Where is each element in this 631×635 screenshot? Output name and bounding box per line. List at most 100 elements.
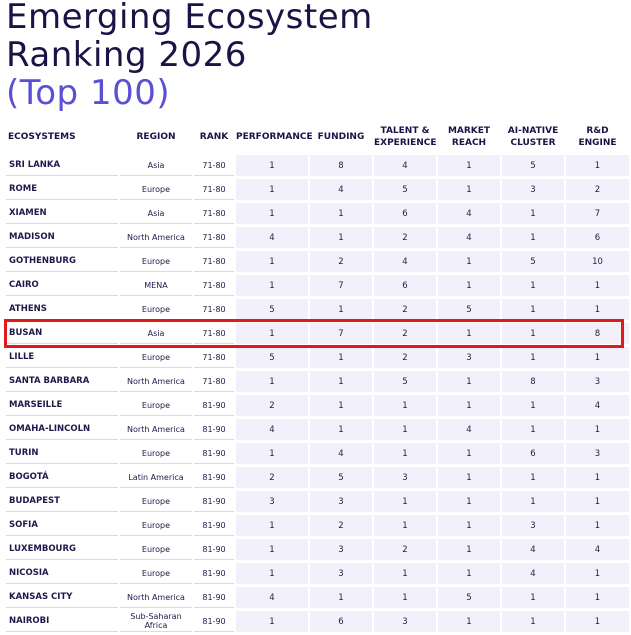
ai-native-score: 1 [502,203,564,224]
market-score: 1 [438,443,500,464]
performance-score: 1 [236,539,308,560]
col-performance: PERFORMANCE [236,132,313,142]
ecosystem-name: MADISON [6,227,118,248]
rd-engine-score: 3 [566,443,629,464]
talent-score: 2 [374,299,436,320]
region-cell: North America [120,587,192,608]
region-cell: Europe [120,347,192,368]
table-row: OMAHA-LINCOLN North America 81-90 4 1 1 4 1 1 [6,419,629,440]
region-cell: Sub-Saharan Africa [120,611,192,632]
col-talent: TALENT & EXPERIENCE [374,122,437,152]
ranking-table: ECOSYSTEMS REGION RANK PERFORMANCE FUNDI… [4,119,631,635]
region-cell: North America [120,371,192,392]
rank-cell: 81-90 [194,563,234,584]
region-cell: Europe [120,563,192,584]
ecosystem-name: LILLE [6,347,118,368]
rank-cell: 81-90 [194,419,234,440]
talent-score: 3 [374,611,436,632]
region-cell: Asia [120,203,192,224]
region-cell: Europe [120,515,192,536]
talent-score: 1 [374,395,436,416]
ai-native-score: 1 [502,227,564,248]
performance-score: 1 [236,515,308,536]
market-score: 1 [438,323,500,344]
performance-score: 2 [236,467,308,488]
ecosystem-name: SANTA BARBARA [6,371,118,392]
rank-cell: 71-80 [194,203,234,224]
region-cell: Europe [120,299,192,320]
ai-native-score: 1 [502,347,564,368]
performance-score: 1 [236,443,308,464]
table-row: GOTHENBURG Europe 71-80 1 2 4 1 5 10 [6,251,629,272]
ecosystem-name: BOGOTÁ [6,467,118,488]
rd-engine-score: 8 [566,323,629,344]
rank-cell: 81-90 [194,467,234,488]
rd-engine-score: 1 [566,587,629,608]
ai-native-score: 1 [502,275,564,296]
talent-score: 4 [374,155,436,176]
performance-score: 1 [236,251,308,272]
table-row: XIAMEN Asia 71-80 1 1 6 4 1 7 [6,203,629,224]
performance-score: 3 [236,491,308,512]
ai-native-score: 1 [502,587,564,608]
talent-score: 1 [374,491,436,512]
rd-engine-score: 1 [566,419,629,440]
rd-engine-score: 3 [566,371,629,392]
talent-score: 5 [374,371,436,392]
talent-score: 2 [374,539,436,560]
ai-native-score: 1 [502,611,564,632]
ai-native-score: 5 [502,251,564,272]
funding-score: 7 [310,323,372,344]
market-score: 1 [438,371,500,392]
ai-native-score: 8 [502,371,564,392]
region-cell: Europe [120,395,192,416]
rank-cell: 81-90 [194,611,234,632]
market-score: 1 [438,467,500,488]
table-row: NAIROBI Sub-Saharan Africa 81-90 1 6 3 1 1 1 [6,611,629,632]
rd-engine-score: 1 [566,491,629,512]
rank-cell: 81-90 [194,395,234,416]
col-market-line-2: REACH [451,138,487,148]
talent-score: 2 [374,323,436,344]
talent-score: 5 [374,179,436,200]
table-row: BUSAN Asia 71-80 1 7 2 1 1 8 [6,323,629,344]
ai-native-score: 1 [502,395,564,416]
performance-score: 1 [236,155,308,176]
ai-native-score: 1 [502,419,564,440]
rank-cell: 81-90 [194,491,234,512]
col-ecosystems: ECOSYSTEMS [8,132,76,142]
market-score: 1 [438,251,500,272]
table-body: SRI LANKA Asia 71-80 1 8 4 1 5 1 ROME Europe 71-80 1… [6,155,629,632]
rank-cell: 71-80 [194,179,234,200]
performance-score: 1 [236,203,308,224]
region-cell: North America [120,419,192,440]
performance-score: 1 [236,611,308,632]
funding-score: 1 [310,587,372,608]
rank-cell: 71-80 [194,347,234,368]
col-rd-engine: R&D ENGINE [578,126,617,148]
talent-score: 1 [374,515,436,536]
performance-score: 1 [236,563,308,584]
ai-native-score: 1 [502,299,564,320]
rank-cell: 71-80 [194,299,234,320]
ai-native-score: 1 [502,491,564,512]
funding-score: 3 [310,539,372,560]
rank-cell: 71-80 [194,155,234,176]
ecosystem-name: SOFIA [6,515,118,536]
performance-score: 1 [236,179,308,200]
rank-cell: 81-90 [194,587,234,608]
talent-score: 2 [374,227,436,248]
col-ai-line-2: CLUSTER [510,138,556,148]
ecosystem-name: CAIRO [6,275,118,296]
table-row: KANSAS CITY North America 81-90 4 1 1 5 1 1 [6,587,629,608]
rd-engine-score: 2 [566,179,629,200]
market-score: 5 [438,587,500,608]
market-score: 1 [438,155,500,176]
region-cell: Latin America [120,467,192,488]
ecosystem-name: BUSAN [6,323,118,344]
rank-cell: 71-80 [194,227,234,248]
market-score: 3 [438,347,500,368]
ecosystem-name: NICOSIA [6,563,118,584]
performance-score: 1 [236,371,308,392]
table-row: ROME Europe 71-80 1 4 5 1 3 2 [6,179,629,200]
